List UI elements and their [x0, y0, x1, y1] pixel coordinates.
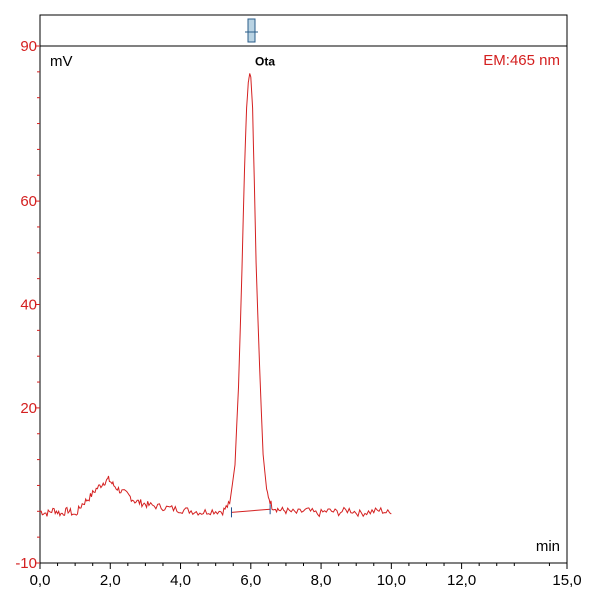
y-tick-label: 40	[20, 297, 37, 314]
signal-trace	[39, 73, 392, 518]
overview-window-marker[interactable]	[247, 18, 256, 43]
detector-label: EM:465 nm	[483, 52, 560, 69]
x-tick-label: 12,0	[447, 572, 476, 589]
x-tick-label: 15,0	[552, 572, 581, 589]
y-tick-label: 90	[20, 38, 37, 55]
x-unit-label: min	[536, 538, 560, 555]
axis-tick-labels: 0,0 2,0 4,0 6,0 8,0 10,0 12,0 15,0 -10 20 40 60 90	[15, 38, 581, 589]
plot-frame	[39, 14, 568, 564]
x-tick-label: 6,0	[240, 572, 261, 589]
y-tick-label: -10	[15, 555, 37, 572]
axis-ticks	[35, 45, 568, 569]
x-tick-label: 2,0	[100, 572, 121, 589]
x-tick-label: 4,0	[170, 572, 191, 589]
peak-baseline	[231, 508, 271, 513]
x-tick-label: 0,0	[30, 572, 51, 589]
y-unit-label: mV	[50, 53, 73, 70]
peak-label: Ota	[255, 54, 275, 68]
x-tick-label: 8,0	[311, 572, 332, 589]
x-tick-label: 10,0	[377, 572, 406, 589]
y-tick-label: 20	[20, 400, 37, 417]
y-tick-label: 60	[20, 193, 37, 210]
